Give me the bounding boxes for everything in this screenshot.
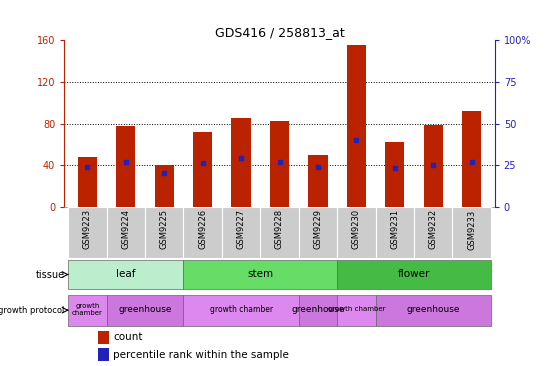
- Bar: [68, 207, 107, 258]
- Point: [352, 137, 361, 143]
- Bar: [414, 207, 452, 258]
- Point: [160, 171, 169, 176]
- Text: GSM9232: GSM9232: [429, 209, 438, 250]
- Text: GSM9228: GSM9228: [275, 209, 284, 250]
- Bar: [68, 295, 107, 326]
- Text: GSM9233: GSM9233: [467, 209, 476, 250]
- Text: flower: flower: [398, 269, 430, 279]
- Bar: [462, 111, 481, 207]
- Point: [83, 164, 92, 170]
- Bar: [376, 295, 491, 326]
- Point: [467, 159, 476, 165]
- Text: GSM9227: GSM9227: [236, 209, 245, 250]
- Bar: [98, 348, 109, 361]
- Text: GSM9225: GSM9225: [160, 209, 169, 249]
- Bar: [183, 260, 337, 289]
- Text: growth protocol: growth protocol: [0, 306, 65, 315]
- Bar: [145, 207, 183, 258]
- Bar: [385, 142, 404, 207]
- Text: GSM9224: GSM9224: [121, 209, 130, 249]
- Bar: [337, 207, 376, 258]
- Point: [275, 159, 284, 165]
- Text: growth
chamber: growth chamber: [72, 303, 103, 316]
- Text: percentile rank within the sample: percentile rank within the sample: [113, 350, 289, 360]
- Point: [429, 162, 438, 168]
- Text: greenhouse: greenhouse: [406, 305, 460, 314]
- Bar: [98, 331, 109, 344]
- Bar: [68, 260, 183, 289]
- Point: [236, 156, 245, 161]
- Bar: [107, 207, 145, 258]
- Bar: [337, 260, 491, 289]
- Bar: [309, 155, 328, 207]
- Bar: [183, 295, 299, 326]
- Bar: [424, 124, 443, 207]
- Point: [121, 159, 130, 165]
- Text: greenhouse: greenhouse: [291, 305, 345, 314]
- Text: leaf: leaf: [116, 269, 135, 279]
- Text: growth chamber: growth chamber: [328, 306, 385, 313]
- Text: stem: stem: [247, 269, 273, 279]
- Point: [390, 165, 399, 171]
- Text: GSM9226: GSM9226: [198, 209, 207, 250]
- Text: tissue: tissue: [36, 269, 65, 280]
- Bar: [193, 132, 212, 207]
- Title: GDS416 / 258813_at: GDS416 / 258813_at: [215, 26, 344, 39]
- Bar: [347, 45, 366, 207]
- Bar: [107, 295, 183, 326]
- Bar: [270, 122, 289, 207]
- Bar: [222, 207, 260, 258]
- Text: GSM9231: GSM9231: [390, 209, 399, 250]
- Text: GSM9230: GSM9230: [352, 209, 361, 250]
- Bar: [231, 118, 250, 207]
- Bar: [260, 207, 299, 258]
- Text: growth chamber: growth chamber: [210, 305, 273, 314]
- Point: [198, 161, 207, 167]
- Bar: [155, 165, 174, 207]
- Bar: [116, 126, 135, 207]
- Text: greenhouse: greenhouse: [119, 305, 172, 314]
- Bar: [452, 207, 491, 258]
- Bar: [299, 295, 337, 326]
- Point: [314, 164, 323, 170]
- Text: GSM9223: GSM9223: [83, 209, 92, 250]
- Text: GSM9229: GSM9229: [314, 209, 323, 249]
- Bar: [376, 207, 414, 258]
- Bar: [183, 207, 222, 258]
- Bar: [337, 295, 376, 326]
- Text: count: count: [113, 332, 143, 343]
- Bar: [78, 157, 97, 207]
- Bar: [299, 207, 337, 258]
